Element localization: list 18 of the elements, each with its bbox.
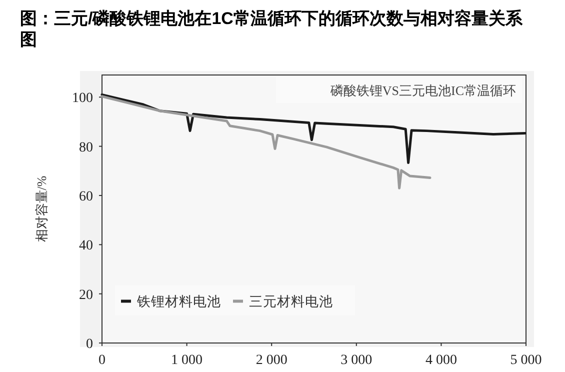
y-tick-label: 80 — [79, 140, 93, 156]
x-tick-label: 5 000 — [510, 353, 542, 368]
legend-label: 三元材料电池 — [249, 294, 333, 310]
y-tick-label: 60 — [79, 189, 93, 204]
y-tick-label: 20 — [79, 288, 93, 303]
legend-label: 铁锂材料电池 — [136, 294, 221, 310]
line-series — [100, 95, 432, 190]
y-tick-label: 100 — [72, 91, 93, 106]
x-tick-label: 1 000 — [171, 353, 203, 368]
x-tick-label: 3 000 — [340, 353, 372, 368]
y-axis-title: 相对容量/% — [34, 176, 49, 242]
chart-title: 图：三元/磷酸铁锂电池在1C常温循环下的循环次数与相对容量关系图 — [20, 9, 524, 49]
x-tick-label: 4 000 — [425, 353, 457, 368]
y-tick-label: 0 — [86, 337, 93, 352]
y-tick-label: 40 — [79, 238, 93, 254]
x-tick-label: 2 000 — [256, 353, 288, 368]
x-tick-label: 0 — [98, 353, 106, 368]
annotation: 磷酸铁锂VS三元电池IC常温循环 — [329, 83, 516, 98]
